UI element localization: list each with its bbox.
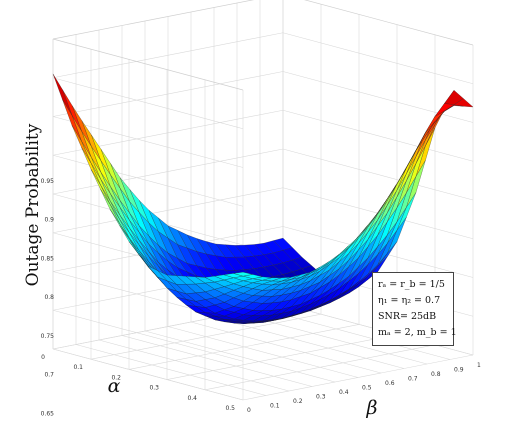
side-wall-gridline (282, 148, 474, 201)
alpha-tick-label: 0.1 (73, 364, 83, 371)
z-tick-label: 0.8 (44, 294, 54, 301)
beta-tick-label: 0.1 (270, 403, 280, 410)
floor-gridline (144, 330, 336, 383)
floor-gridline (213, 317, 405, 369)
top-rim (52, 0, 255, 40)
floor-gridline (98, 339, 290, 392)
left-wall-gridline (52, 309, 244, 362)
legend-line-r: rₐ = r_b = 1/5 (378, 279, 445, 290)
floor-gridline (121, 335, 313, 387)
left-wall-gridline (52, 77, 244, 130)
surface-layer (52, 73, 474, 324)
z-tick-label: 0.9 (44, 217, 54, 224)
z-tick-label: 0.7 (44, 372, 54, 379)
beta-tick-label: 1 (477, 362, 481, 369)
left-wall-gridline (52, 154, 244, 207)
top-rim (52, 38, 244, 91)
z-axis-title: Outage Probability (23, 123, 43, 286)
alpha-tick-label: 0 (41, 354, 45, 361)
x-axis-title: α (108, 375, 121, 397)
beta-tick-label: 0.9 (454, 367, 464, 374)
beta-tick-label: 0.7 (408, 376, 418, 383)
left-wall-gridline (52, 348, 244, 401)
y-axis-title: β (366, 397, 378, 419)
tick-layer: 0.6 0.65 0.7 0.75 0.8 0.85 0.9 0.95 0 0.1 0.2 0.3 0.… (41, 178, 481, 418)
z-tick-label: 0.75 (41, 333, 55, 340)
floor-gridline (259, 308, 451, 360)
beta-tick-label: 0.2 (293, 398, 303, 405)
legend-line-m: mₐ = 2, m_b = 1 (378, 327, 457, 338)
floor-gridline (75, 344, 267, 396)
z-tick-label: 0.65 (41, 410, 55, 417)
side-wall-gridline (282, 109, 474, 162)
floor-gridline (167, 326, 359, 378)
legend-line-snr: SNR= 25dB (378, 311, 437, 322)
side-wall-gridline (282, 32, 474, 85)
alpha-tick-label: 0.2 (111, 374, 121, 381)
top-rim (304, 0, 474, 46)
side-wall-gridline (282, 71, 474, 123)
legend-line-eta: η₁ = η₂ = 0.7 (378, 295, 441, 306)
alpha-tick-label: 0.3 (149, 385, 159, 392)
z-tick-label: 0.85 (41, 255, 55, 262)
beta-tick-label: 0.4 (339, 389, 349, 396)
alpha-tick-label: 0.4 (187, 395, 197, 402)
beta-tick-label: 0.8 (431, 371, 441, 378)
floor-gridline (190, 321, 382, 374)
beta-tick-label: 0.6 (385, 380, 395, 387)
beta-tick-label: 0.3 (316, 394, 326, 401)
beta-tick-label: 0.5 (362, 385, 372, 392)
beta-tick-label: 0 (247, 407, 251, 414)
z-tick-label: 0.95 (41, 178, 55, 185)
surface-patch (233, 271, 253, 277)
alpha-tick-label: 0.5 (225, 405, 235, 412)
parameter-legend: rₐ = r_b = 1/5 η₁ = η₂ = 0.7 SNR= 25dB m… (372, 272, 457, 346)
